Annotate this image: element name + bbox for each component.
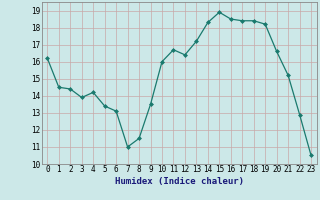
X-axis label: Humidex (Indice chaleur): Humidex (Indice chaleur) (115, 177, 244, 186)
